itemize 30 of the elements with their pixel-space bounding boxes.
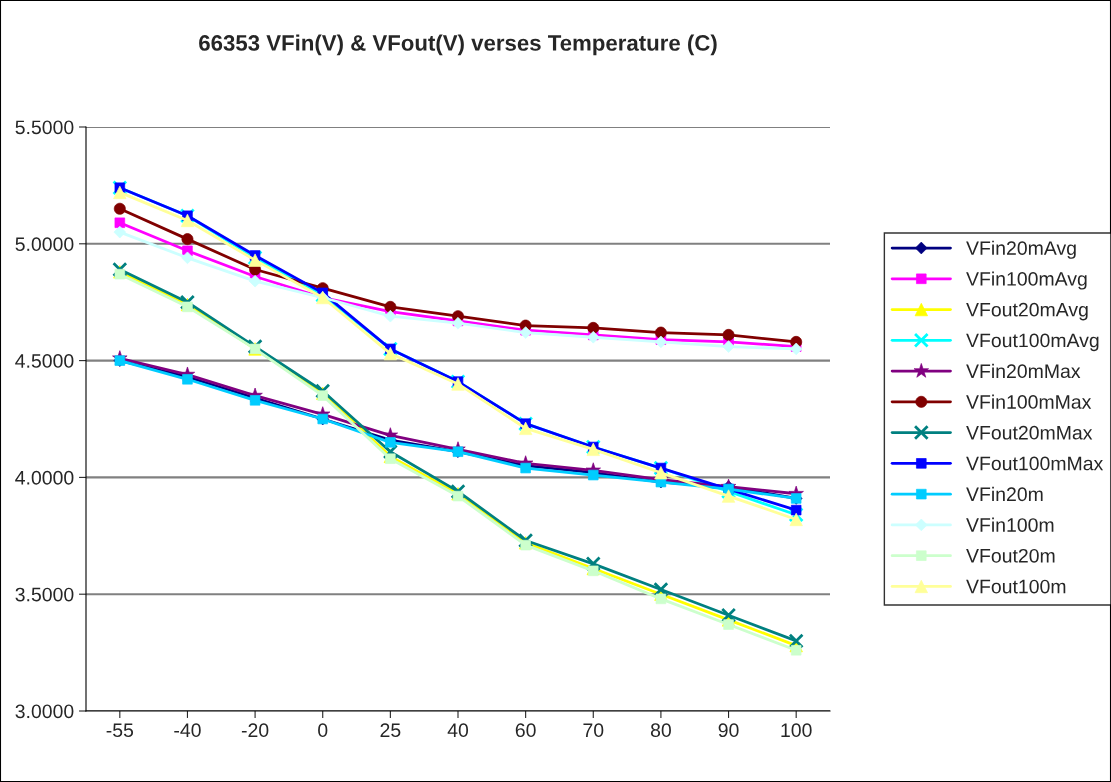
legend-label: VFin100mAvg	[966, 271, 1087, 290]
y-tick-label: 3.0000	[15, 704, 74, 719]
legend-label: VFin20mAvg	[966, 240, 1076, 259]
x-tick-label: 90	[718, 723, 739, 738]
legend-label: VFout20mMax	[966, 425, 1093, 440]
x-tick-label: 80	[650, 723, 671, 738]
legend-label: VFout100m	[966, 579, 1066, 594]
x-tick-label: 70	[583, 723, 604, 738]
y-tick-label: 3.5000	[15, 587, 74, 602]
y-tick-label: 4.0000	[15, 470, 74, 485]
legend-label: VFout20m	[966, 548, 1055, 563]
chart-title: 66353 VFin(V) & VFout(V) verses Temperature (C)	[199, 34, 717, 56]
y-tick-label: 5.0000	[15, 237, 74, 252]
legend-label: VFin20m	[966, 486, 1043, 502]
x-tick-label: -40	[174, 723, 201, 738]
x-tick-label: 25	[380, 723, 401, 738]
legend-label: VFin100m	[966, 517, 1054, 532]
x-tick-label: 0	[318, 723, 328, 738]
y-tick-label: 4.5000	[15, 354, 74, 368]
legend-label: VFout20mAvg	[966, 302, 1088, 321]
y-tick-label: 5.5000	[15, 120, 74, 135]
x-tick-label: 40	[447, 723, 469, 738]
legend-label: VFout100mAvg	[966, 333, 1099, 352]
x-tick-label: 100	[781, 723, 812, 738]
x-tick-label: 60	[515, 723, 536, 738]
x-tick-label: -20	[241, 723, 269, 738]
legend-label: VFin100mMax	[966, 394, 1092, 409]
legend-label: VFout100mMax	[966, 456, 1104, 471]
x-tick-label: -55	[106, 723, 134, 738]
legend-label: VFin20mMax	[966, 363, 1081, 379]
